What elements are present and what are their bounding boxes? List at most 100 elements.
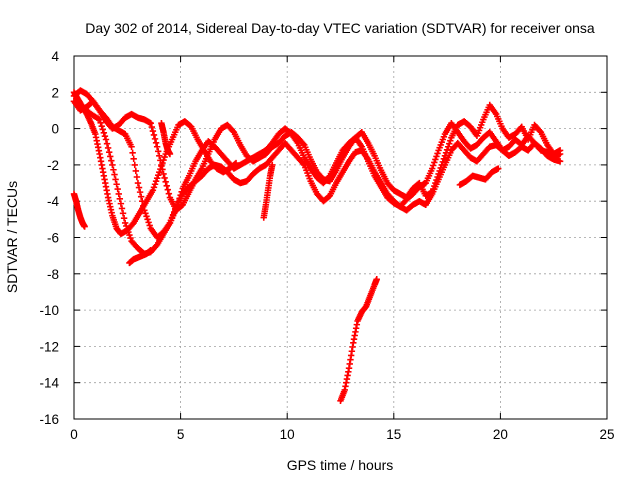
data-point [108, 157, 115, 164]
y-tick-label: -16 [39, 412, 59, 427]
y-tick-label: -2 [47, 158, 59, 173]
x-tick-labels: 0 5 10 15 20 25 [70, 427, 614, 442]
data-point [150, 131, 158, 139]
data-point [126, 231, 133, 239]
data-point [153, 143, 161, 150]
data-point [130, 155, 137, 163]
data-point [99, 126, 106, 133]
data-point [121, 219, 129, 227]
data-point [432, 156, 439, 163]
y-tick-label: -10 [39, 303, 59, 318]
data-point [120, 214, 128, 222]
axis-ticks [73, 55, 608, 420]
data-point [177, 191, 184, 199]
data-point [101, 132, 109, 140]
data-point [152, 178, 160, 185]
data-point [373, 276, 380, 283]
data-point [107, 153, 114, 160]
data-point [103, 140, 111, 147]
series-track-i [337, 276, 380, 405]
data-point [151, 181, 159, 188]
data-point [149, 127, 157, 135]
x-tick-label: 15 [386, 427, 401, 442]
y-tick-label: -12 [39, 339, 59, 354]
series-track-d [70, 89, 240, 238]
data-point [109, 161, 116, 169]
data-point [152, 139, 160, 147]
data-point [145, 219, 152, 226]
data-point [161, 153, 168, 161]
data-point [136, 188, 144, 196]
y-tick-label: -6 [47, 231, 59, 246]
data-point [269, 161, 276, 169]
data-point [147, 247, 154, 254]
data-point [119, 210, 127, 217]
data-point [536, 127, 544, 135]
data-point [151, 135, 159, 143]
x-tick-label: 25 [599, 427, 614, 442]
data-point [155, 171, 162, 179]
data-point [114, 185, 121, 193]
data-point [164, 186, 172, 193]
data-point [150, 184, 158, 191]
data-point [163, 182, 170, 189]
series-track-f [126, 247, 154, 267]
data-point [444, 143, 452, 150]
data-point [105, 148, 113, 156]
data-point [98, 122, 105, 130]
data-point [178, 188, 185, 196]
data-point [129, 149, 136, 156]
data-point [149, 187, 157, 194]
data-point [157, 165, 164, 173]
series-track-g [158, 119, 174, 158]
data-point [146, 222, 153, 229]
series-track-c [70, 98, 564, 241]
y-tick-label: -8 [47, 267, 59, 282]
data-point [131, 161, 138, 169]
data-point [158, 162, 165, 170]
data-point [159, 159, 166, 167]
data-point [165, 190, 173, 197]
data-point [100, 129, 108, 137]
data-point [160, 170, 167, 178]
data-point [113, 181, 120, 188]
data-point [155, 148, 162, 155]
data-point [102, 136, 110, 143]
data-point [447, 137, 454, 144]
data-point [118, 205, 126, 212]
data-point [132, 167, 140, 175]
data-point [127, 234, 134, 242]
x-tick-label: 5 [177, 427, 185, 442]
data-point [110, 166, 117, 173]
data-point [166, 150, 174, 158]
chart-title: Day 302 of 2014, Sidereal Day-to-day VTE… [85, 20, 595, 36]
series-track-h [260, 161, 276, 221]
data-point [153, 175, 161, 182]
data-point [133, 173, 141, 181]
series-track-e [70, 190, 88, 230]
data-point [117, 200, 125, 207]
data-point [175, 198, 182, 206]
data-point [104, 144, 112, 152]
data-point [156, 168, 163, 176]
data-point [116, 195, 124, 202]
data-point [97, 119, 104, 127]
y-tick-label: 4 [51, 49, 59, 64]
data-point [325, 173, 332, 181]
data-point [431, 159, 438, 166]
data-point [111, 171, 118, 178]
data-point [556, 158, 564, 165]
data-point [434, 150, 441, 157]
data-point [428, 165, 436, 172]
data-point [173, 205, 180, 212]
data-point [440, 155, 448, 163]
data-point [430, 162, 437, 169]
data-point [232, 159, 240, 167]
series-track-j [456, 165, 502, 189]
data-point [144, 216, 151, 223]
data-point [112, 176, 119, 183]
data-point [147, 119, 154, 127]
data-point [128, 143, 135, 150]
data-point [229, 127, 237, 135]
data-point [160, 156, 167, 164]
